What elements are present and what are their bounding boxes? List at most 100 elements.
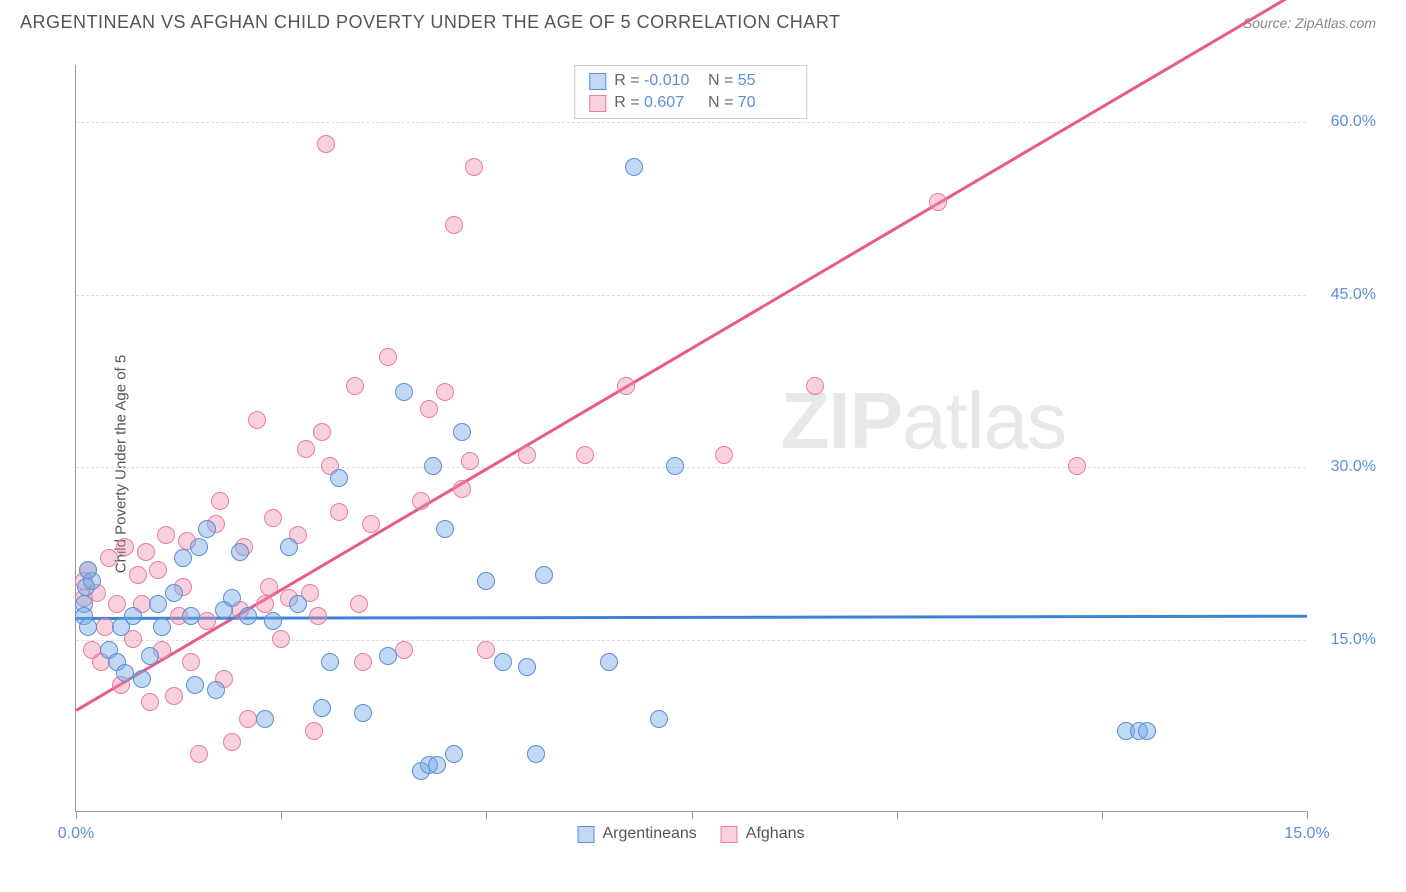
scatter-point-afghans xyxy=(223,733,241,751)
scatter-point-argentineans xyxy=(153,618,171,636)
scatter-point-afghans xyxy=(190,745,208,763)
scatter-point-argentineans xyxy=(1138,722,1156,740)
scatter-point-afghans xyxy=(362,515,380,533)
gridline xyxy=(76,295,1306,296)
scatter-point-afghans xyxy=(100,549,118,567)
scatter-point-afghans xyxy=(465,158,483,176)
scatter-point-afghans xyxy=(272,630,290,648)
scatter-point-afghans xyxy=(518,446,536,464)
scatter-point-argentineans xyxy=(289,595,307,613)
legend-swatch xyxy=(721,826,738,843)
watermark: ZIPatlas xyxy=(781,375,1066,467)
scatter-point-argentineans xyxy=(141,647,159,665)
scatter-point-argentineans xyxy=(535,566,553,584)
scatter-point-afghans xyxy=(445,216,463,234)
scatter-point-argentineans xyxy=(182,607,200,625)
scatter-point-argentineans xyxy=(666,457,684,475)
scatter-point-argentineans xyxy=(527,745,545,763)
source-attribution: Source: ZipAtlas.com xyxy=(1243,15,1376,31)
regression-line-argentineans xyxy=(76,614,1307,619)
scatter-point-afghans xyxy=(350,595,368,613)
scatter-point-afghans xyxy=(157,526,175,544)
scatter-point-afghans xyxy=(260,578,278,596)
scatter-point-argentineans xyxy=(116,664,134,682)
scatter-point-afghans xyxy=(305,722,323,740)
scatter-point-argentineans xyxy=(149,595,167,613)
scatter-point-afghans xyxy=(137,543,155,561)
scatter-point-argentineans xyxy=(223,589,241,607)
scatter-point-afghans xyxy=(309,607,327,625)
scatter-point-argentineans xyxy=(133,670,151,688)
legend-swatch xyxy=(577,826,594,843)
x-tick-label: 15.0% xyxy=(1284,825,1329,843)
scatter-point-afghans xyxy=(1068,457,1086,475)
scatter-point-afghans xyxy=(317,135,335,153)
scatter-point-argentineans xyxy=(395,383,413,401)
y-tick-label: 45.0% xyxy=(1331,286,1376,304)
scatter-point-afghans xyxy=(248,411,266,429)
scatter-point-afghans xyxy=(436,383,454,401)
gridline xyxy=(76,122,1306,123)
legend-item: Afghans xyxy=(721,825,805,843)
stats-legend-box: R = -0.010 N = 55R = 0.607 N = 70 xyxy=(574,65,807,119)
x-tick-label: 0.0% xyxy=(58,825,94,843)
x-tick xyxy=(897,811,898,819)
scatter-point-afghans xyxy=(264,509,282,527)
scatter-point-argentineans xyxy=(330,469,348,487)
scatter-point-argentineans xyxy=(264,612,282,630)
scatter-point-argentineans xyxy=(280,538,298,556)
scatter-point-afghans xyxy=(129,566,147,584)
scatter-point-argentineans xyxy=(477,572,495,590)
scatter-point-argentineans xyxy=(494,653,512,671)
x-tick xyxy=(281,811,282,819)
scatter-point-afghans xyxy=(198,612,216,630)
scatter-point-afghans xyxy=(354,653,372,671)
scatter-point-afghans xyxy=(256,595,274,613)
scatter-point-afghans xyxy=(297,440,315,458)
y-tick-label: 15.0% xyxy=(1331,631,1376,649)
scatter-point-argentineans xyxy=(124,607,142,625)
stats-row: R = -0.010 N = 55 xyxy=(589,70,792,92)
legend-label: Afghans xyxy=(746,825,805,843)
scatter-point-afghans xyxy=(108,595,126,613)
scatter-point-afghans xyxy=(313,423,331,441)
scatter-point-afghans xyxy=(412,492,430,510)
scatter-point-afghans xyxy=(806,377,824,395)
scatter-point-afghans xyxy=(461,452,479,470)
scatter-point-afghans xyxy=(346,377,364,395)
scatter-point-afghans xyxy=(149,561,167,579)
scatter-point-afghans xyxy=(96,618,114,636)
scatter-point-argentineans xyxy=(198,520,216,538)
scatter-point-afghans xyxy=(576,446,594,464)
scatter-point-argentineans xyxy=(239,607,257,625)
scatter-point-afghans xyxy=(239,710,257,728)
scatter-point-argentineans xyxy=(186,676,204,694)
x-tick xyxy=(692,811,693,819)
scatter-point-afghans xyxy=(453,480,471,498)
scatter-point-argentineans xyxy=(518,658,536,676)
scatter-point-argentineans xyxy=(165,584,183,602)
scatter-point-argentineans xyxy=(174,549,192,567)
x-tick xyxy=(76,811,77,819)
series-legend: Argentineans Afghans xyxy=(577,825,804,843)
scatter-point-argentineans xyxy=(79,561,97,579)
y-tick-label: 60.0% xyxy=(1331,113,1376,131)
scatter-point-argentineans xyxy=(379,647,397,665)
chart-container: Child Poverty Under the Age of 5 ZIPatla… xyxy=(20,55,1386,872)
stats-row: R = 0.607 N = 70 xyxy=(589,92,792,114)
scatter-point-afghans xyxy=(211,492,229,510)
scatter-point-argentineans xyxy=(207,681,225,699)
x-tick xyxy=(1102,811,1103,819)
scatter-point-argentineans xyxy=(445,745,463,763)
legend-swatch xyxy=(589,73,606,90)
x-tick xyxy=(486,811,487,819)
scatter-point-afghans xyxy=(715,446,733,464)
legend-swatch xyxy=(589,95,606,112)
scatter-point-afghans xyxy=(420,400,438,418)
legend-label: Argentineans xyxy=(602,825,696,843)
scatter-point-argentineans xyxy=(354,704,372,722)
scatter-point-argentineans xyxy=(600,653,618,671)
scatter-point-afghans xyxy=(929,193,947,211)
scatter-point-argentineans xyxy=(313,699,331,717)
scatter-point-afghans xyxy=(395,641,413,659)
